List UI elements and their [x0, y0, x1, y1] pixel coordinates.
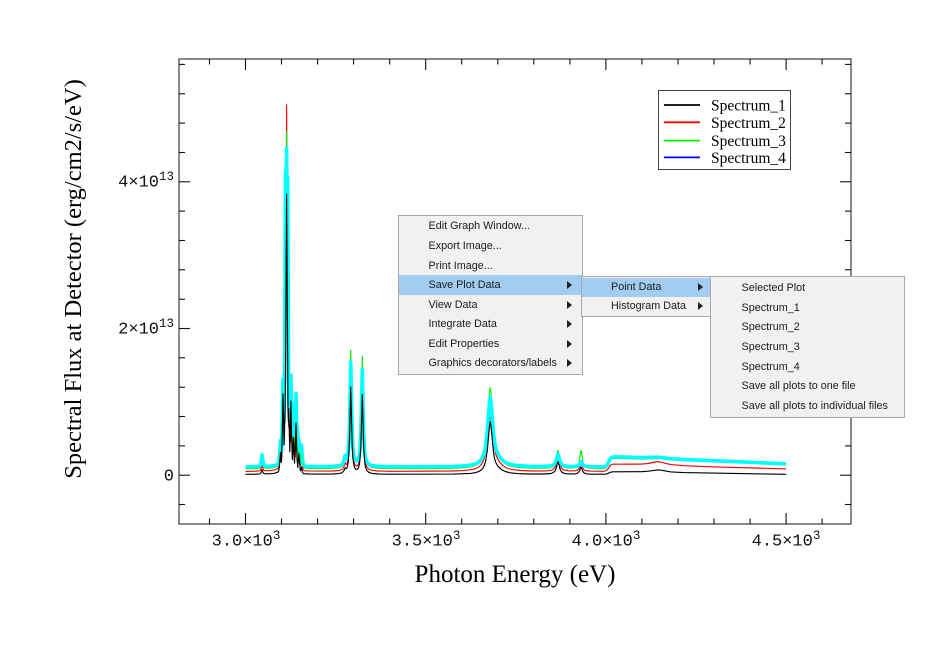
svg-text:Spectrum_4: Spectrum_4	[711, 150, 786, 167]
svg-text:Spectral Flux at Detector (erg: Spectral Flux at Detector (erg/cm2/s/eV)	[60, 79, 87, 479]
svg-text:4.0×103: 4.0×103	[572, 529, 641, 552]
svg-text:3.0×103: 3.0×103	[212, 529, 281, 552]
svg-text:Spectrum_1: Spectrum_1	[711, 98, 786, 115]
svg-text:Spectrum_2: Spectrum_2	[711, 115, 786, 132]
svg-text:Spectrum_3: Spectrum_3	[711, 133, 786, 150]
svg-text:3.5×103: 3.5×103	[392, 529, 461, 552]
svg-text:0: 0	[164, 468, 174, 487]
svg-text:Photon Energy (eV): Photon Energy (eV)	[415, 561, 616, 588]
svg-text:4.5×103: 4.5×103	[752, 529, 821, 552]
